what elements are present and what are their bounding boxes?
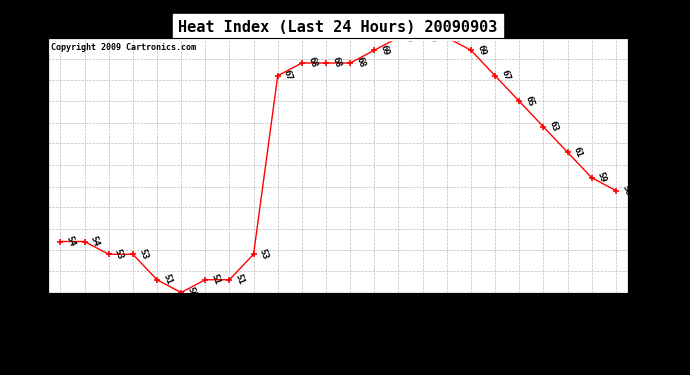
Text: 53: 53 bbox=[258, 247, 270, 260]
Text: 69: 69 bbox=[475, 43, 487, 56]
Text: 51: 51 bbox=[210, 273, 221, 286]
Text: 50: 50 bbox=[186, 285, 197, 298]
Text: 53: 53 bbox=[113, 247, 125, 260]
Text: 65: 65 bbox=[524, 94, 535, 107]
Text: 68: 68 bbox=[331, 56, 342, 69]
Text: 68: 68 bbox=[355, 56, 366, 69]
Text: 58: 58 bbox=[620, 183, 632, 196]
Text: 68: 68 bbox=[306, 56, 318, 69]
Text: 54: 54 bbox=[89, 234, 101, 248]
Text: 67: 67 bbox=[282, 69, 294, 82]
Text: Copyright 2009 Cartronics.com: Copyright 2009 Cartronics.com bbox=[51, 43, 196, 52]
Text: 51: 51 bbox=[234, 273, 246, 286]
Text: 70: 70 bbox=[403, 30, 415, 44]
Text: 59: 59 bbox=[596, 171, 608, 184]
Text: 63: 63 bbox=[548, 120, 560, 133]
Text: 61: 61 bbox=[572, 145, 584, 158]
Text: 69: 69 bbox=[379, 43, 391, 56]
Text: 67: 67 bbox=[500, 69, 511, 82]
Title: Heat Index (Last 24 Hours) 20090903: Heat Index (Last 24 Hours) 20090903 bbox=[179, 20, 497, 35]
Text: 51: 51 bbox=[161, 273, 173, 286]
Text: 70: 70 bbox=[427, 30, 439, 44]
Text: 70: 70 bbox=[451, 30, 463, 44]
Text: 54: 54 bbox=[65, 234, 77, 248]
Text: 53: 53 bbox=[137, 247, 149, 260]
